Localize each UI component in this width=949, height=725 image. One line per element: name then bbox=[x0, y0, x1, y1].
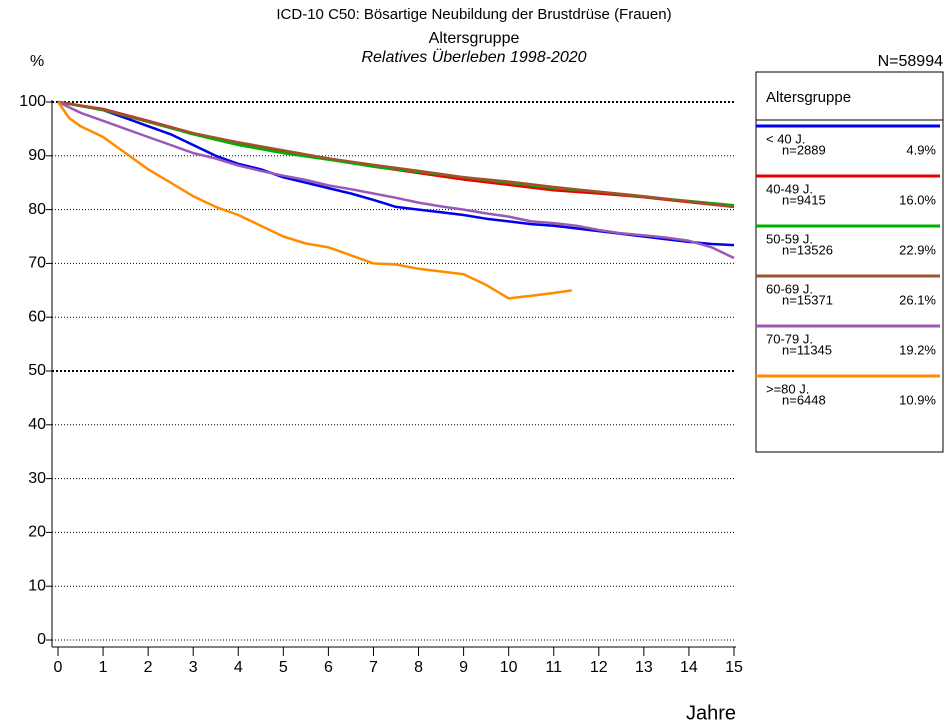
x-tick-label: 9 bbox=[459, 659, 468, 676]
y-tick-label: 0 bbox=[37, 631, 46, 648]
x-tick-label: 1 bbox=[99, 659, 108, 676]
legend-share: 19.2% bbox=[899, 342, 936, 357]
y-tick-label: 90 bbox=[28, 147, 46, 164]
x-tick-label: 11 bbox=[545, 659, 562, 676]
total-label: N=58994 bbox=[878, 53, 943, 70]
legend-n: n=2889 bbox=[782, 142, 826, 157]
y-tick-label: 30 bbox=[28, 470, 46, 487]
legend-n: n=15371 bbox=[782, 292, 833, 307]
chart-title: ICD-10 C50: Bösartige Neubildung der Bru… bbox=[276, 6, 671, 23]
legend-label: < 40 J. bbox=[766, 131, 805, 146]
survival-line bbox=[57, 100, 735, 209]
legend-label: 60-69 J. bbox=[766, 281, 813, 296]
x-tick-label: 12 bbox=[590, 659, 608, 676]
survival-line bbox=[57, 100, 735, 207]
y-tick-label: 20 bbox=[28, 524, 46, 541]
y-tick-label: 60 bbox=[28, 308, 46, 325]
legend-label: 50-59 J. bbox=[766, 231, 813, 246]
x-tick-label: 15 bbox=[725, 659, 743, 676]
x-tick-label: 5 bbox=[279, 659, 288, 676]
x-tick-label: 6 bbox=[324, 659, 333, 676]
legend-box bbox=[755, 71, 944, 453]
x-tick-label: 7 bbox=[369, 659, 378, 676]
legend-share: 26.1% bbox=[899, 292, 936, 307]
chart-subtitle: Altersgruppe bbox=[429, 30, 520, 47]
legend-label: 40-49 J. bbox=[766, 181, 813, 196]
x-tick-label: 2 bbox=[144, 659, 153, 676]
chart-subtitle-2: Relatives Überleben 1998-2020 bbox=[361, 48, 586, 66]
y-tick-label: 10 bbox=[28, 577, 46, 594]
legend-share: 22.9% bbox=[899, 242, 936, 257]
x-tick-label: 14 bbox=[680, 659, 698, 676]
y-tick-label: 70 bbox=[28, 255, 46, 272]
y-axis-label: % bbox=[30, 53, 44, 70]
x-axis-label: Jahre bbox=[686, 702, 736, 724]
y-tick-label: 100 bbox=[19, 93, 46, 110]
y-tick-label: 50 bbox=[28, 362, 46, 379]
y-tick-label: 40 bbox=[28, 416, 46, 433]
legend-label: >=80 J. bbox=[766, 381, 809, 396]
y-tick-label: 80 bbox=[28, 201, 46, 218]
survival-line bbox=[57, 100, 735, 260]
legend-n: n=9415 bbox=[782, 192, 826, 207]
legend-share: 4.9% bbox=[906, 142, 936, 157]
x-tick-label: 8 bbox=[414, 659, 423, 676]
survival-line bbox=[56, 101, 572, 300]
x-tick-label: 10 bbox=[500, 659, 518, 676]
legend-share: 16.0% bbox=[899, 192, 936, 207]
legend-title: Altersgruppe bbox=[766, 89, 851, 106]
x-tick-label: 3 bbox=[189, 659, 198, 676]
legend-n: n=6448 bbox=[782, 392, 826, 407]
x-tick-label: 0 bbox=[54, 659, 63, 676]
legend-share: 10.9% bbox=[899, 392, 936, 407]
x-tick-label: 13 bbox=[635, 659, 653, 676]
x-tick-label: 4 bbox=[234, 659, 243, 676]
legend-n: n=11345 bbox=[782, 342, 832, 357]
survival-line bbox=[57, 100, 735, 209]
legend-label: 70-79 J. bbox=[766, 331, 813, 346]
legend-n: n=13526 bbox=[782, 242, 833, 257]
